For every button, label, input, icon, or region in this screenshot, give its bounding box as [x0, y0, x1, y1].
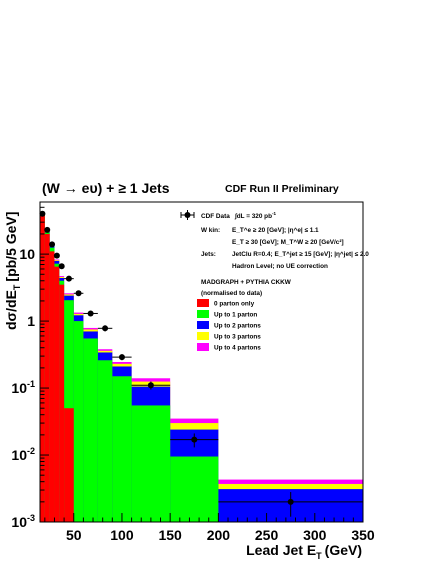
legend-swatch-0: [197, 299, 209, 307]
legend-label-4: Up to 4 partons: [214, 345, 261, 352]
bar-up-to-1-parton-9: [112, 376, 132, 522]
legend-entries: 0 parton only Up to 1 parton Up to 2 parto…: [197, 299, 261, 352]
plot-frame-rect: [39, 201, 364, 523]
bar-up-to-1-parton-7: [83, 338, 98, 522]
histogram-bars: [40, 212, 363, 523]
y-tick-label-2: 10-1: [11, 379, 35, 396]
bar-0-parton-only-3: [54, 266, 60, 522]
data-point-11: [191, 436, 198, 443]
legend-swatch-2: [197, 321, 209, 329]
data-point-9: [118, 354, 125, 361]
y-tick-label-4: 10: [19, 246, 35, 262]
chart-title: (W → eυ) + ≥ 1 Jets: [42, 180, 170, 196]
legend-cut-text-1: E_T^e ≥ 20 [GeV]; |η^e| ≤ 1.1: [232, 226, 319, 234]
legend-swatch-3: [197, 332, 209, 340]
bar-up-to-1-parton-10: [131, 405, 171, 522]
legend-cut-text-2: E_T ≥ 30 [GeV]; M_T^W ≥ 20 [GeV/c²]: [232, 238, 344, 246]
legend-cut-label-1: W kin:: [201, 227, 220, 234]
y-tick-label-3: 1: [27, 313, 35, 329]
bar-up-to-1-parton-8: [97, 360, 113, 522]
bar-up-to-1-parton-11: [170, 456, 219, 522]
x-axis-label: Lead Jet ET (GeV): [246, 542, 362, 561]
legend-data-marker: [184, 212, 191, 218]
x-tick-label-200: 200: [207, 527, 231, 543]
legend-swatch-4: [197, 343, 209, 351]
chart-subtitle: CDF Run II Preliminary: [225, 183, 339, 195]
legend-data-label: CDF Data: [201, 213, 230, 220]
legend-cut-text-4: Hadron Level; no UE correction: [232, 263, 328, 270]
legend-label-3: Up to 3 partons: [214, 334, 261, 341]
data-point-1: [44, 226, 51, 233]
y-tick-label-1: 10-2: [11, 446, 35, 463]
plot-frame: [39, 201, 364, 523]
legend-lumi: ∫dL = 320 pb-1: [234, 211, 276, 220]
legend-swatch-1: [197, 310, 209, 318]
x-tick-label-300: 300: [303, 527, 327, 543]
y-tick-label-0: 10-3: [11, 513, 35, 530]
bar-0-parton-only-2: [49, 251, 55, 522]
bar-0-parton-only-0: [40, 215, 45, 523]
data-point-4: [58, 263, 65, 270]
data-point-6: [75, 290, 82, 297]
data-point-0: [39, 210, 46, 217]
x-tick-label-150: 150: [158, 527, 182, 543]
data-point-10: [147, 382, 154, 389]
data-points: [39, 210, 363, 517]
x-tick-label-250: 250: [255, 527, 279, 543]
data-point-12: [287, 498, 294, 505]
legend-mc-title: MADGRAPH + PYTHIA CKKW: [201, 279, 292, 286]
x-tick-label-50: 50: [66, 527, 82, 543]
bar-0-parton-only-4: [59, 284, 65, 522]
y-axis-label: dσ/dET[pb/5 GeV]: [3, 212, 22, 330]
legend-label-1: Up to 1 parton: [214, 312, 257, 319]
data-point-5: [65, 275, 72, 282]
x-tick-label-100: 100: [110, 527, 134, 543]
data-point-2: [49, 241, 56, 248]
x-tick-label-350: 350: [351, 527, 375, 543]
legend-cut-label-3: Jets:: [201, 251, 216, 258]
legend-label-0: 0 parton only: [214, 301, 255, 308]
legend-cut-text-3: JetClu R=0.4; E_T^jet ≥ 15 [GeV]; |η^jet…: [232, 250, 369, 258]
legend-label-2: Up to 2 partons: [214, 323, 261, 330]
legend-mc-note: (normalised to data): [201, 290, 262, 297]
bar-0-parton-only-5: [64, 408, 74, 522]
legend: CDF Data ∫dL = 320 pb-1 W kin: E_T^e ≥ 2…: [180, 210, 369, 352]
data-point-8: [102, 325, 109, 332]
bar-up-to-1-parton-6: [73, 321, 84, 522]
data-point-3: [53, 252, 60, 259]
bar-0-parton-only-1: [44, 233, 50, 522]
data-point-7: [87, 310, 94, 317]
